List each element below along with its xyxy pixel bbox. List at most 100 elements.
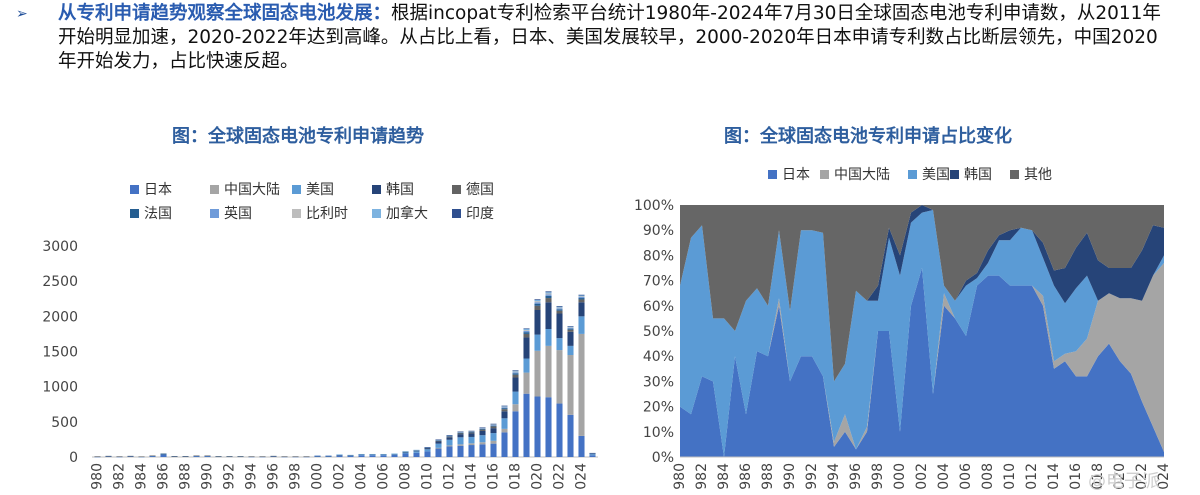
bar-segment-中国大陆-2022 (556, 350, 563, 404)
bar-segment-比利时-2020 (534, 301, 541, 303)
area-series-日本 (680, 268, 1164, 457)
bar-segment-比利时-2015 (479, 428, 486, 429)
bar-segment-中国大陆-2017 (501, 428, 508, 433)
bar-segment-美国-2023 (567, 345, 574, 356)
x-tick-label: 990 (200, 463, 216, 490)
bar-segment-比利时-2014 (468, 431, 475, 432)
y2-tick-label: 10% (643, 425, 674, 441)
bar-segment-加拿大-2002 (336, 454, 343, 455)
bar-segment-德国-2012 (446, 436, 453, 438)
bar-segment-中国大陆-2019 (523, 372, 530, 394)
intro-paragraph: ➢ 从专利申请趋势观察全球固态电池发展：根据incopat专利检索平台统计198… (16, 2, 1168, 74)
bar-segment-日本-2001 (325, 456, 332, 457)
legend-item-中国大陆: 中国大陆 (210, 182, 280, 198)
bar-segment-比利时-2018 (512, 371, 519, 373)
bar-segment-比利时-2023 (567, 327, 574, 328)
bar-segment-德国-1991 (215, 456, 222, 457)
bar-segment-加拿大-2017 (501, 406, 508, 407)
chart-title-trend: 图：全球固态电池专利申请趋势 (172, 126, 424, 147)
legend-label: 中国大陆 (224, 182, 280, 198)
x-tick-label: 994 (244, 463, 260, 490)
bar-segment-日本-1983 (127, 456, 134, 457)
bar-segment-德国-2017 (501, 409, 508, 412)
bar-segment-日本-2009 (413, 452, 420, 457)
bar-segment-德国-1988 (182, 456, 189, 457)
bar-segment-加拿大-2024 (578, 295, 585, 297)
bar-segment-日本-2003 (347, 455, 354, 457)
bar-segment-印度-2010 (424, 447, 431, 448)
y-tick-label: 2500 (42, 274, 78, 290)
x2-tick-label: 994 (826, 463, 842, 490)
bar-segment-韩国-2018 (512, 377, 519, 392)
bar-segment-德国-1984 (138, 456, 145, 458)
y-tick-label: 1500 (42, 345, 78, 361)
bar-segment-日本-2011 (435, 448, 442, 457)
bar-segment-日本-1981 (105, 456, 112, 457)
x2-tick-label: 992 (804, 463, 820, 490)
x2-tick-label: 008 (980, 463, 996, 490)
bar-segment-法国-2011 (435, 440, 442, 442)
x2-tick-label: 996 (848, 463, 864, 490)
bar-segment-日本-2018 (512, 411, 519, 457)
legend-item-日本: 日本 (130, 182, 172, 198)
x-tick-label: 984 (134, 463, 150, 490)
legend-swatch (908, 170, 917, 179)
bar-segment-印度-2022 (556, 305, 563, 307)
legend-swatch (130, 209, 139, 218)
bar-segment-韩国-2014 (468, 433, 475, 437)
x2-tick-label: 982 (694, 463, 710, 490)
bar-segment-比利时-2021 (545, 293, 552, 295)
bar-segment-德国-2016 (490, 426, 497, 429)
area-series-韩国 (680, 205, 1164, 382)
y2-tick-label: 50% (643, 324, 674, 340)
bar-segment-韩国-2015 (479, 430, 486, 436)
bar-segment-日本-2000 (314, 456, 321, 457)
x-tick-label: 988 (178, 463, 194, 490)
x-tick-label: 008 (398, 463, 414, 490)
bar-segment-中国大陆-2016 (490, 440, 497, 444)
x-tick-label: 014 (464, 463, 480, 490)
legend-item-韩国: 韩国 (372, 182, 414, 198)
bar-segment-法国-2021 (545, 295, 552, 299)
bar-segment-比利时-2022 (556, 307, 563, 309)
bar-segment-英国-2018 (512, 372, 519, 374)
legend-label: 日本 (782, 167, 810, 183)
bullet-arrow-icon: ➢ (16, 6, 28, 22)
bar-segment-德国-2022 (556, 310, 563, 314)
legend-label: 美国 (922, 167, 950, 183)
bar-segment-德国-2015 (479, 429, 486, 431)
bar-segment-美国-2007 (391, 454, 398, 455)
x-tick-label: 022 (552, 463, 568, 490)
chart-title-share: 图：全球固态电池专利申请占比变化 (724, 126, 1012, 147)
x-tick-label: 980 (90, 463, 106, 490)
bar-segment-韩国-2023 (567, 331, 574, 346)
bar-segment-德国-1997 (281, 456, 288, 457)
bar-segment-德国-2019 (523, 333, 530, 338)
bar-segment-美国-2018 (512, 391, 519, 405)
legend-swatch (372, 209, 381, 218)
x-tick-label: 012 (442, 463, 458, 490)
bar-segment-加拿大-2020 (534, 299, 541, 302)
bar-segment-加拿大-2023 (567, 326, 574, 328)
bar-segment-印度-2025 (589, 452, 596, 454)
bar-segment-法国-2019 (523, 332, 530, 334)
bar-segment-英国-2024 (578, 296, 585, 299)
bar-segment-日本-2012 (446, 446, 453, 457)
bar-segment-印度-2015 (479, 427, 486, 429)
y-tick-label: 500 (51, 415, 78, 431)
bar-segment-日本-1985 (149, 455, 156, 457)
legend-swatch (292, 209, 301, 218)
bar-segment-加拿大-2003 (347, 454, 354, 456)
legend-label: 英国 (224, 205, 252, 222)
bar-segment-德国-1989 (193, 455, 200, 457)
bar-segment-日本-2025 (589, 455, 596, 457)
bar-segment-美国-2019 (523, 358, 530, 373)
bar-segment-日本-2017 (501, 432, 508, 457)
bar-segment-美国-2014 (468, 436, 475, 444)
bar-segment-德国-1981 (105, 455, 112, 457)
legend-label: 日本 (144, 182, 172, 198)
bar-segment-加拿大-2008 (402, 451, 409, 452)
bar-segment-中国大陆-2012 (446, 445, 453, 447)
bar-segment-韩国-2017 (501, 411, 508, 419)
bar-segment-韩国-2016 (490, 428, 497, 434)
